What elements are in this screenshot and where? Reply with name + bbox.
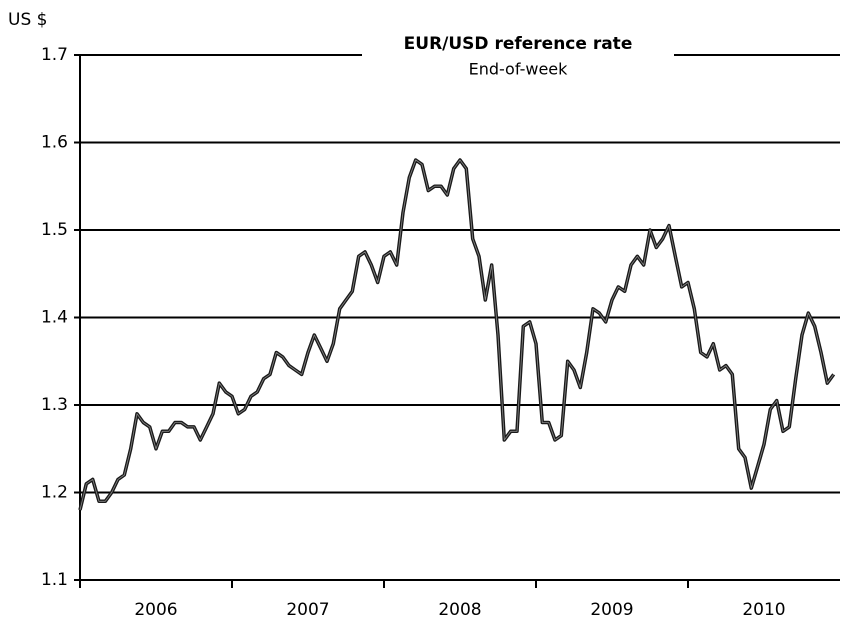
chart-title: EUR/USD reference rate bbox=[404, 34, 633, 54]
y-tick-label: 1.7 bbox=[41, 45, 68, 65]
y-tick-label: 1.5 bbox=[41, 220, 68, 240]
line bbox=[78, 158, 836, 511]
y-axis-label: US $ bbox=[8, 10, 47, 30]
y-tick-label: 1.3 bbox=[41, 395, 68, 415]
line-highlight bbox=[79, 159, 835, 511]
y-tick-label: 1.4 bbox=[41, 308, 68, 328]
chart-subtitle: End-of-week bbox=[469, 60, 569, 79]
y-tick-label: 1.2 bbox=[41, 483, 68, 503]
x-tick-label: 2007 bbox=[286, 600, 329, 620]
y-tick-label: 1.6 bbox=[41, 133, 68, 153]
y-tick-label: 1.1 bbox=[41, 570, 68, 590]
x-tick-label: 2009 bbox=[590, 600, 633, 620]
x-tick-label: 2008 bbox=[438, 600, 481, 620]
title-background bbox=[362, 30, 674, 90]
x-tick-label: 2010 bbox=[742, 600, 785, 620]
x-tick-label: 2006 bbox=[134, 600, 177, 620]
